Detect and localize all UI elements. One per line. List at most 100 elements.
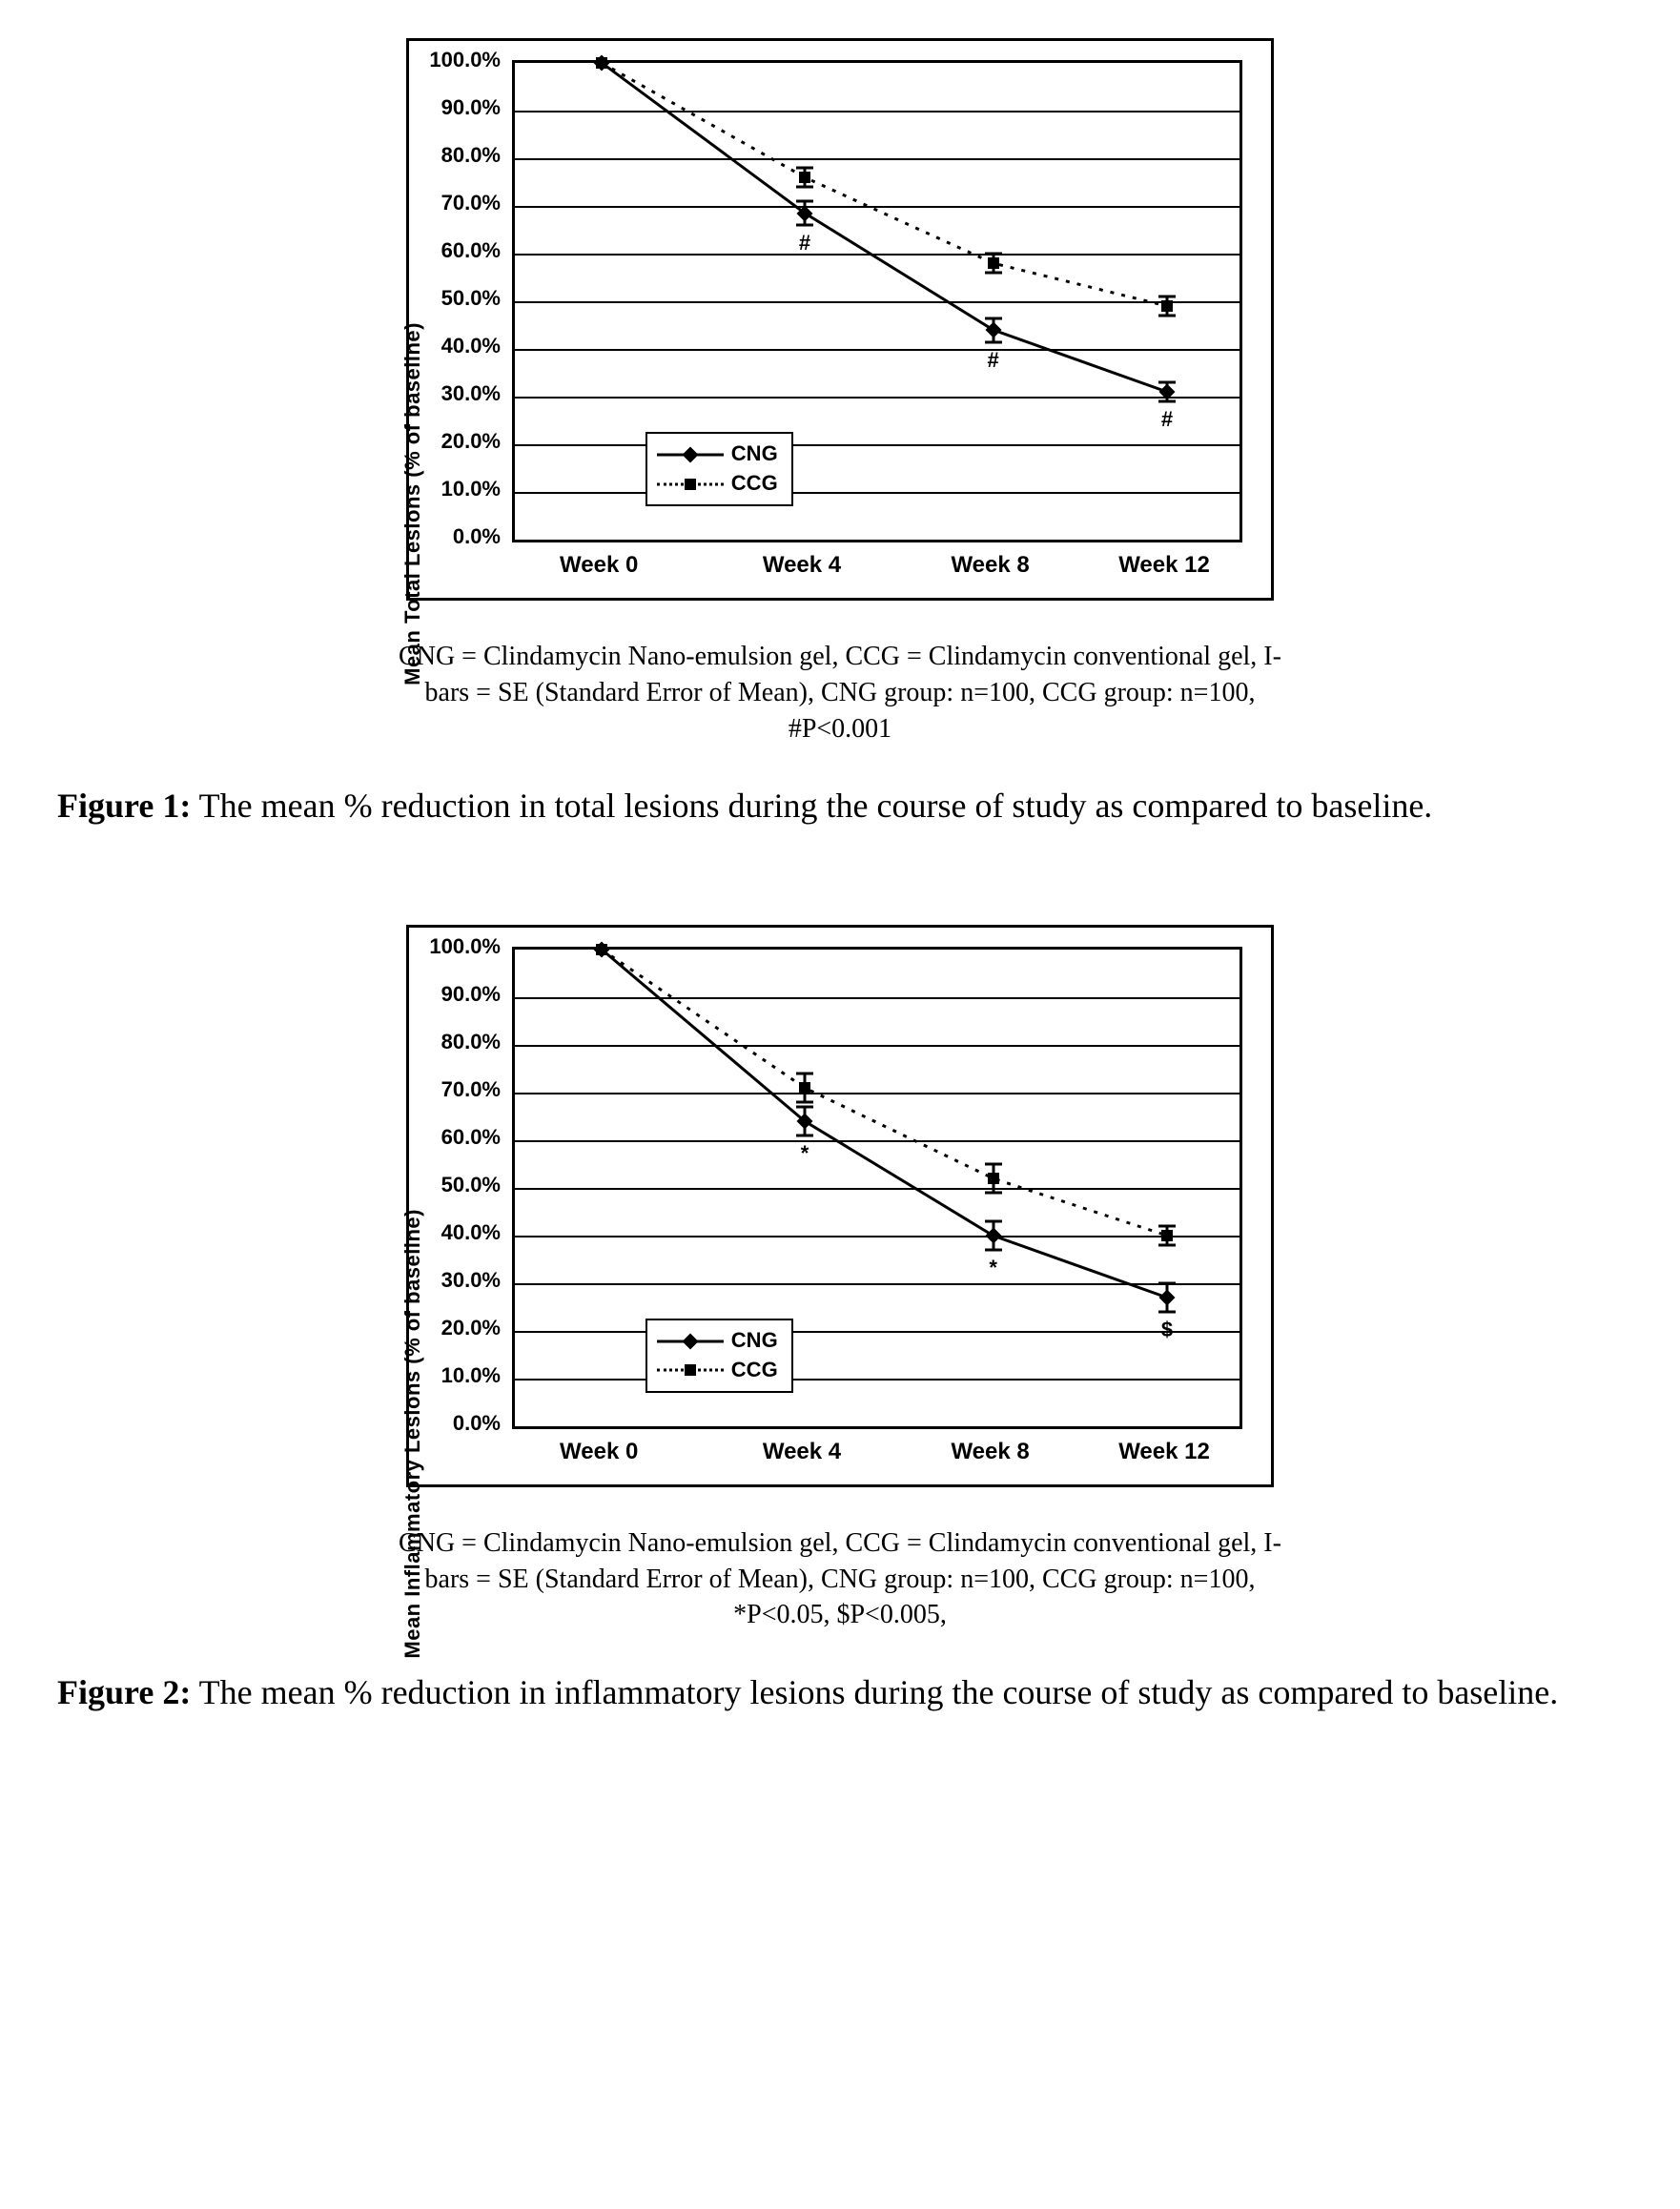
fig2-y-label: 40.0% (441, 1220, 501, 1245)
fig2-sig-mark: * (801, 1141, 809, 1166)
fig1-legend: CNGCCG (645, 432, 793, 506)
diamond-marker-icon (797, 205, 813, 221)
fig2-block: Mean Inflammatory Lesions (% of baseline… (57, 925, 1623, 1726)
fig2-y-labels: 0.0%10.0%20.0%30.0%40.0%50.0%60.0%70.0%8… (422, 947, 508, 1423)
fig1-block: Mean Total Lesions (% of baseline)0.0%10… (57, 38, 1623, 839)
fig1-chart-wrap: Mean Total Lesions (% of baseline)0.0%10… (57, 38, 1623, 601)
fig1-gridline (515, 349, 1240, 351)
diamond-marker-icon (1159, 1289, 1176, 1305)
square-marker-icon (988, 257, 999, 269)
diamond-marker-icon (682, 446, 698, 462)
fig2-gridline (515, 1379, 1240, 1381)
fig2-legend-row-cng: CNG (657, 1326, 778, 1356)
fig1-y-label: 60.0% (441, 238, 501, 263)
fig1-gridline (515, 492, 1240, 494)
fig2-footnote-line: bars = SE (Standard Error of Mean), CNG … (268, 1562, 1412, 1598)
fig2-y-label: 60.0% (441, 1125, 501, 1150)
fig2-ccg-marker (1161, 1230, 1173, 1241)
fig2-errcap (796, 1105, 813, 1108)
square-marker-icon (799, 1082, 810, 1094)
fig1-caption-text: The mean % reduction in total lesions du… (191, 787, 1432, 825)
square-marker-icon (685, 1364, 696, 1376)
fig1-errcap (1158, 400, 1176, 403)
fig1-errcap (796, 224, 813, 227)
fig1-y-label: 0.0% (453, 524, 501, 549)
fig2-chart-frame: Mean Inflammatory Lesions (% of baseline… (406, 925, 1274, 1487)
fig2-errcap (985, 1162, 1002, 1165)
fig2-chart-body: Mean Inflammatory Lesions (% of baseline… (422, 947, 1242, 1471)
fig1-plot-area: ###CNGCCG (512, 60, 1242, 542)
fig2-x-labels: Week 0Week 4Week 8Week 12 (512, 1429, 1237, 1471)
fig2-x-label: Week 0 (560, 1439, 638, 1465)
fig2-x-label: Week 12 (1118, 1439, 1210, 1465)
fig1-legend-swatch-ccg (657, 476, 724, 493)
fig2-sig-mark: $ (1161, 1318, 1173, 1342)
diamond-marker-icon (797, 1113, 813, 1129)
fig2-gridline (515, 1331, 1240, 1333)
fig1-errcap (1158, 296, 1176, 298)
fig2-footnote-line: *P<0.05, $P<0.005, (268, 1597, 1412, 1633)
fig1-ccg-marker (988, 257, 999, 269)
fig1-ccg-marker (799, 172, 810, 183)
fig1-x-label: Week 4 (763, 552, 841, 579)
fig2-errcap (796, 1072, 813, 1074)
square-marker-icon (799, 172, 810, 183)
fig2-legend-swatch-ccg (657, 1361, 724, 1379)
fig1-legend-label-cng: CNG (731, 440, 778, 469)
fig2-gridline (515, 1093, 1240, 1094)
fig2-legend-label-cng: CNG (731, 1326, 778, 1356)
fig2-errcap (985, 1219, 1002, 1222)
fig2-ccg-marker (988, 1173, 999, 1184)
square-marker-icon (1161, 300, 1173, 312)
fig2-y-label: 10.0% (441, 1363, 501, 1388)
fig1-gridline (515, 301, 1240, 303)
square-marker-icon (596, 57, 607, 69)
fig2-legend-swatch-cng (657, 1333, 724, 1350)
fig1-errcap (985, 317, 1002, 319)
fig2-gridline (515, 1045, 1240, 1047)
fig1-y-label: 50.0% (441, 286, 501, 311)
fig2-ccg-marker (596, 944, 607, 955)
fig1-gridline (515, 158, 1240, 160)
fig1-cng-marker (799, 208, 810, 219)
fig1-gridline (515, 254, 1240, 256)
fig2-legend: CNGCCG (645, 1319, 793, 1393)
fig1-legend-row-ccg: CCG (657, 469, 778, 499)
fig2-gridline (515, 997, 1240, 999)
fig2-sig-mark: * (989, 1256, 997, 1280)
fig1-errcap (985, 253, 1002, 256)
fig1-footnote-line: #P<0.001 (268, 711, 1412, 747)
fig1-chart-frame: Mean Total Lesions (% of baseline)0.0%10… (406, 38, 1274, 601)
fig2-y-label: 20.0% (441, 1316, 501, 1340)
fig2-errcap (1158, 1281, 1176, 1284)
fig1-series-ccg-line (602, 63, 1167, 306)
square-marker-icon (596, 944, 607, 955)
fig2-y-label: 30.0% (441, 1268, 501, 1293)
fig1-y-label: 70.0% (441, 191, 501, 215)
fig1-cng-marker (988, 324, 999, 336)
fig2-legend-row-ccg: CCG (657, 1356, 778, 1385)
fig1-gridline (515, 206, 1240, 208)
fig1-footnote-line: CNG = Clindamycin Nano-emulsion gel, CCG… (268, 639, 1412, 675)
fig1-sig-mark: # (987, 348, 998, 373)
fig2-x-label: Week 8 (951, 1439, 1029, 1465)
fig2-chart-wrap: Mean Inflammatory Lesions (% of baseline… (57, 925, 1623, 1487)
fig2-errcap (796, 1100, 813, 1103)
fig2-y-label: 100.0% (429, 934, 501, 959)
square-marker-icon (685, 479, 696, 490)
fig1-errcap (985, 340, 1002, 343)
fig2-errcap (1158, 1310, 1176, 1313)
fig1-gridline (515, 444, 1240, 446)
fig1-legend-swatch-cng (657, 446, 724, 463)
diamond-marker-icon (1159, 384, 1176, 400)
fig2-gridline (515, 1283, 1240, 1285)
fig1-errcap (796, 200, 813, 203)
fig2-series-cng-line (602, 950, 1167, 1298)
fig2-errcap (985, 1191, 1002, 1194)
fig2-footnote-line: CNG = Clindamycin Nano-emulsion gel, CCG… (268, 1525, 1412, 1562)
fig2-caption: Figure 2: The mean % reduction in inflam… (57, 1660, 1623, 1725)
fig1-y-label: 40.0% (441, 334, 501, 358)
fig1-y-label: 80.0% (441, 143, 501, 168)
fig1-y-label: 30.0% (441, 381, 501, 406)
fig2-cng-marker (799, 1115, 810, 1127)
